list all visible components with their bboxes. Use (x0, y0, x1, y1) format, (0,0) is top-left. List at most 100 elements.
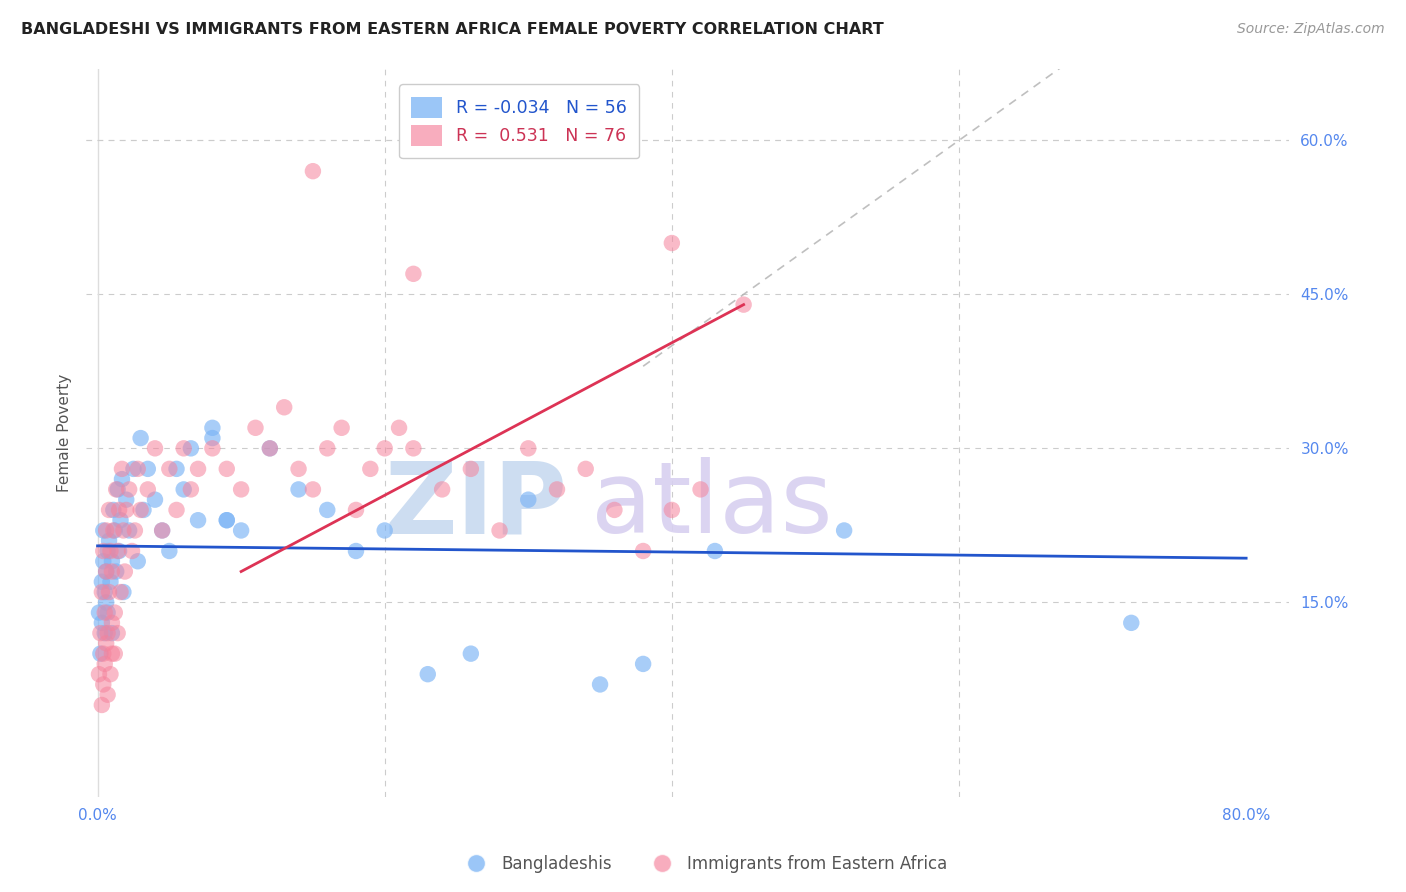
Point (287, 483, 309, 497)
Point (259, 442, 281, 456)
Point (91, 647, 114, 661)
Point (97, 606, 120, 620)
Point (90, 698, 112, 712)
Point (110, 585, 132, 599)
Point (108, 544, 131, 558)
Point (89, 626, 111, 640)
Point (96, 636, 118, 650)
Point (1121, 615, 1143, 630)
Point (661, 235, 683, 250)
Point (118, 483, 141, 497)
Point (96, 565, 118, 579)
Point (316, 503, 339, 517)
Point (546, 483, 568, 497)
Point (101, 565, 124, 579)
Point (136, 462, 159, 476)
Point (173, 483, 195, 497)
Point (91, 524, 114, 538)
Point (460, 647, 482, 661)
Point (103, 503, 125, 517)
Point (122, 462, 145, 476)
Point (229, 483, 252, 497)
Point (150, 524, 173, 538)
Point (129, 503, 152, 517)
Point (661, 503, 683, 517)
Point (302, 164, 325, 178)
Point (103, 524, 125, 538)
Point (173, 442, 195, 456)
Point (689, 483, 711, 497)
Point (101, 647, 124, 661)
Point (143, 492, 166, 507)
Point (90, 574, 112, 589)
Point (229, 524, 252, 538)
Point (90, 615, 112, 630)
Point (157, 544, 180, 558)
Point (104, 606, 127, 620)
Point (111, 472, 134, 486)
Point (703, 544, 725, 558)
Y-axis label: Female Poverty: Female Poverty (58, 374, 72, 492)
Text: ZIP: ZIP (384, 458, 568, 554)
Point (166, 503, 188, 517)
Point (603, 503, 626, 517)
Point (121, 544, 143, 558)
Point (100, 574, 122, 589)
Point (330, 421, 353, 435)
Point (91, 544, 114, 558)
Point (97, 626, 120, 640)
Point (98, 585, 121, 599)
Point (733, 298, 755, 312)
Point (108, 503, 131, 517)
Point (388, 421, 411, 435)
Point (460, 462, 482, 476)
Point (215, 462, 238, 476)
Point (517, 442, 540, 456)
Point (259, 442, 281, 456)
Point (344, 544, 367, 558)
Point (104, 647, 127, 661)
Point (96, 595, 118, 609)
Point (273, 401, 295, 415)
Point (180, 483, 202, 497)
Point (166, 462, 188, 476)
Point (89, 647, 111, 661)
Point (589, 677, 612, 691)
Point (287, 462, 309, 476)
Point (124, 524, 146, 538)
Legend: Bangladeshis, Immigrants from Eastern Africa: Bangladeshis, Immigrants from Eastern Af… (453, 848, 953, 880)
Point (93, 585, 115, 599)
Point (115, 503, 138, 517)
Point (832, 524, 855, 538)
Legend: R = -0.034   N = 56, R =  0.531   N = 76: R = -0.034 N = 56, R = 0.531 N = 76 (399, 85, 640, 158)
Point (136, 483, 159, 497)
Point (316, 442, 339, 456)
Point (101, 554, 124, 568)
Point (430, 483, 453, 497)
Point (93, 657, 115, 671)
Point (127, 462, 149, 476)
Point (180, 442, 202, 456)
Point (631, 544, 654, 558)
Point (111, 462, 134, 476)
Point (150, 524, 173, 538)
Point (215, 513, 238, 527)
Point (488, 524, 510, 538)
Point (87, 667, 110, 681)
Point (589, 133, 612, 147)
Point (215, 513, 238, 527)
Point (91, 554, 114, 568)
Point (90, 585, 112, 599)
Point (107, 483, 129, 497)
Point (201, 421, 224, 435)
Point (344, 503, 367, 517)
Point (100, 667, 122, 681)
Point (402, 267, 425, 281)
Point (115, 492, 138, 507)
Point (359, 462, 381, 476)
Point (93, 606, 115, 620)
Point (101, 615, 124, 630)
Point (98, 533, 121, 548)
Point (402, 442, 425, 456)
Point (93, 626, 115, 640)
